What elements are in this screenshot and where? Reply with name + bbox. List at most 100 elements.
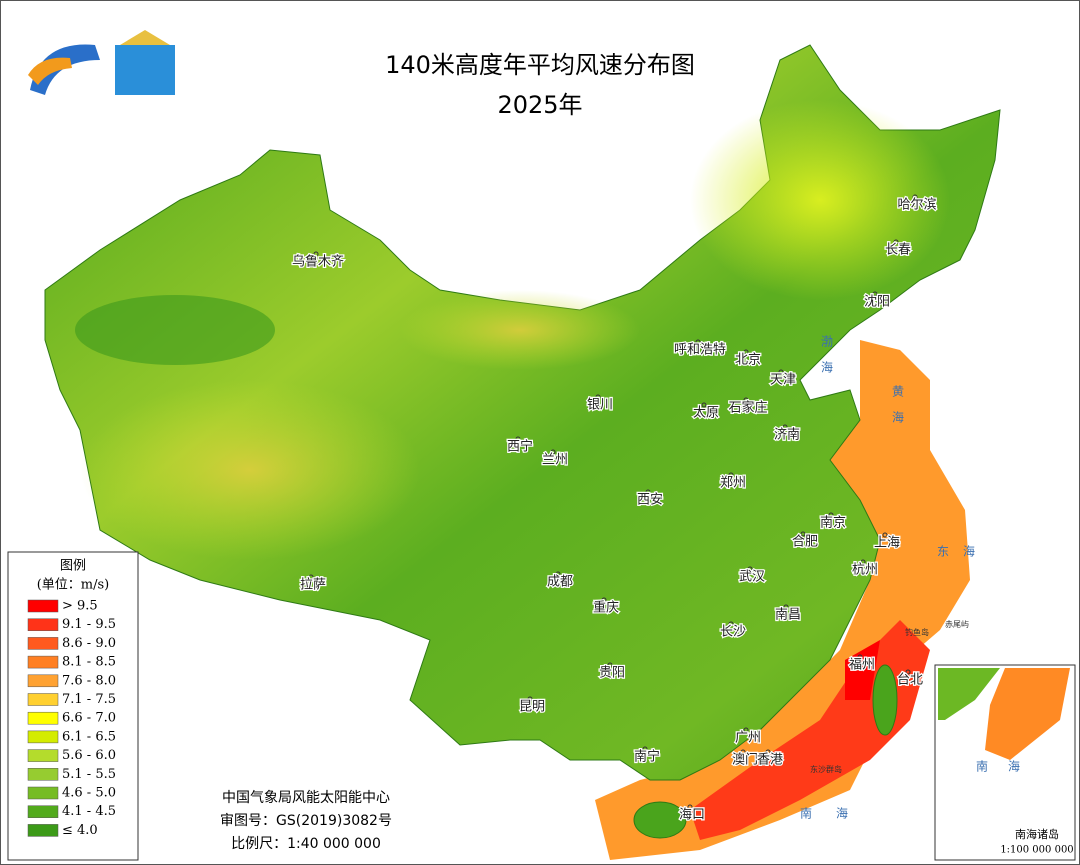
city-label: 南昌 [775,607,801,623]
legend-label: 6.6 - 7.0 [62,711,116,726]
sea-label: 黄海 [891,385,905,437]
legend-swatch [27,786,59,800]
city-label: 重庆 [593,600,619,616]
land-zone [690,100,950,300]
city-label: 合肥 [792,535,818,550]
land-zone [75,295,275,365]
sea-label: 南海 [800,806,872,821]
city-dot [728,621,734,627]
city-dot [607,662,613,668]
legend-swatch [27,711,59,725]
city-dot [527,696,533,702]
city-dot [308,574,314,580]
city-label: 济南 [774,427,800,443]
city-dot [743,727,749,733]
logo [30,44,100,95]
logo [28,57,72,85]
city-dot [550,449,556,455]
inset-sea-wind [985,668,1070,760]
sea-label: 渤海 [820,335,834,387]
island-label: 东沙群岛 [810,764,842,774]
city-dot [828,512,834,518]
legend-title: 图例 [60,559,86,574]
city-dot [687,804,693,810]
city-label: 呼和浩特 [674,343,726,358]
city-dot [645,489,651,495]
city-dot [728,472,734,478]
island-label: 钓鱼岛 [905,627,929,637]
year: 2025年 [497,91,582,119]
city-dot [313,251,319,257]
city-dot [765,749,771,755]
city-dot [857,654,863,660]
city-label: 郑州 [720,476,746,491]
legend-label: 6.1 - 6.5 [62,729,116,744]
city-dot [695,339,701,345]
legend-label: ≤ 4.0 [62,823,98,838]
legend-label: 8.6 - 9.0 [62,636,116,651]
city-label: 香港 [757,753,783,768]
city-label: 长春 [885,243,911,258]
city-dot [701,402,707,408]
city-dot [595,394,601,400]
city-dot [800,531,806,537]
city-label: 沈阳 [864,295,890,310]
legend-items: > 9.5 9.1 - 9.5 8.6 - 9.0 8.1 - 8.5 7.6 - 8.… [27,599,116,838]
hainan [633,801,687,839]
city-dot [783,604,789,610]
city-label: 西宁 [507,439,533,455]
legend-swatch [27,824,59,837]
legend-unit: (单位：m/s) [37,578,110,593]
city-dot [740,749,746,755]
city-label: 南宁 [634,749,660,765]
legend-label: 4.6 - 5.0 [62,786,116,801]
land-zone [400,290,640,370]
city-label: 拉萨 [300,578,326,593]
city-dot [743,349,749,355]
city-label: 贵阳 [599,666,625,681]
city-label: 台北 [897,673,923,688]
city-label: 武汉 [739,570,765,585]
legend-label: 9.1 - 9.5 [62,617,116,632]
city-dot [905,669,911,675]
city-label: 兰州 [542,453,568,468]
inset-title: 南海诸岛 [1015,827,1059,841]
city-dot [555,571,561,577]
legend-swatch [27,749,59,762]
inset-scale: 1:100 000 000 [1000,845,1073,856]
city-label: 银川 [587,398,613,413]
city-label: 上海 [874,536,900,551]
city-label: 长沙 [720,625,746,640]
legend-label: 5.1 - 5.5 [62,767,116,782]
city-label: 西安 [637,493,663,508]
legend-label: 7.1 - 7.5 [62,692,116,707]
city-label: 太原 [693,406,719,421]
legend-swatch [27,618,59,631]
legend-label: 8.1 - 8.5 [62,655,116,670]
city-dot [782,424,788,430]
city-label: 杭州 [852,563,878,578]
island-label: 赤尾屿 [945,620,969,629]
city-label: 海口 [679,808,705,823]
city-label: 昆明 [519,700,545,715]
city-label: 澳门 [732,752,758,768]
inset-land [938,668,1000,720]
credit: 中国气象局风能太阳能中心 [222,790,390,806]
city-label: 石家庄 [728,400,767,416]
legend-swatch [27,674,59,688]
legend-label: 4.1 - 4.5 [62,804,116,819]
legend-swatch [27,599,59,613]
city-dot [515,436,521,442]
sea-wind-max [845,640,880,700]
legend-swatch [27,805,59,818]
legend-label: 5.6 - 6.0 [62,748,116,763]
city-dot [743,397,749,403]
legend-label: 7.6 - 8.0 [62,673,116,688]
city-dot [747,566,753,572]
legend-swatch [27,768,59,781]
legend-swatch [27,637,59,650]
city-dot [860,559,866,565]
title: 140米高度年平均风速分布图 [385,51,695,79]
logo [115,45,175,95]
